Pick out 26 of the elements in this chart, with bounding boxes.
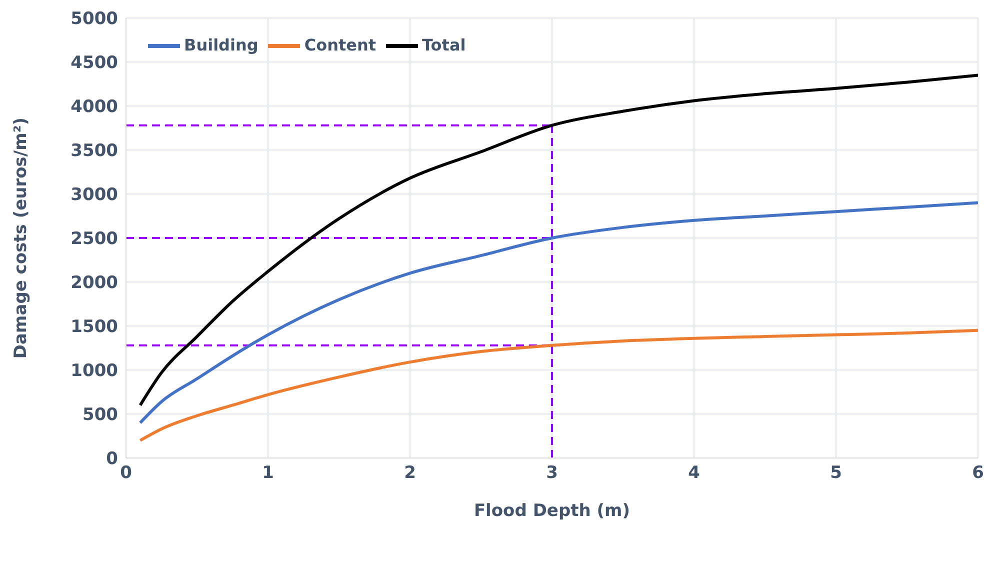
legend-label: Total <box>422 35 466 54</box>
x-tick-label: 2 <box>404 463 416 484</box>
y-tick-label: 2000 <box>70 273 118 294</box>
x-tick-label: 4 <box>688 463 700 484</box>
y-tick-label: 2500 <box>70 229 118 250</box>
y-tick-label: 3500 <box>70 141 118 162</box>
y-tick-label: 4000 <box>70 97 118 118</box>
line-series <box>138 74 978 407</box>
y-tick-label: 0 <box>106 449 118 470</box>
y-tick-label: 4500 <box>70 53 118 74</box>
y-tick-label: 1000 <box>70 361 118 382</box>
y-tick-label: 1500 <box>70 317 118 338</box>
x-tick-label: 5 <box>830 463 842 484</box>
y-tick-label: 5000 <box>70 9 118 30</box>
x-tick-label: 0 <box>120 463 132 484</box>
x-tick-label: 1 <box>262 463 274 484</box>
y-tick-label: 500 <box>82 405 118 426</box>
legend-label: Content <box>304 35 376 54</box>
x-tick-label: 3 <box>546 463 558 484</box>
x-tick-label: 6 <box>972 463 984 484</box>
line-series <box>138 328 978 442</box>
y-tick-label: 3000 <box>70 185 118 206</box>
legend-label: Building <box>184 35 258 54</box>
x-axis-title: Flood Depth (m) <box>474 501 630 521</box>
line-series <box>138 201 978 424</box>
y-axis-title: Damage costs (euros/m²) <box>11 117 32 359</box>
